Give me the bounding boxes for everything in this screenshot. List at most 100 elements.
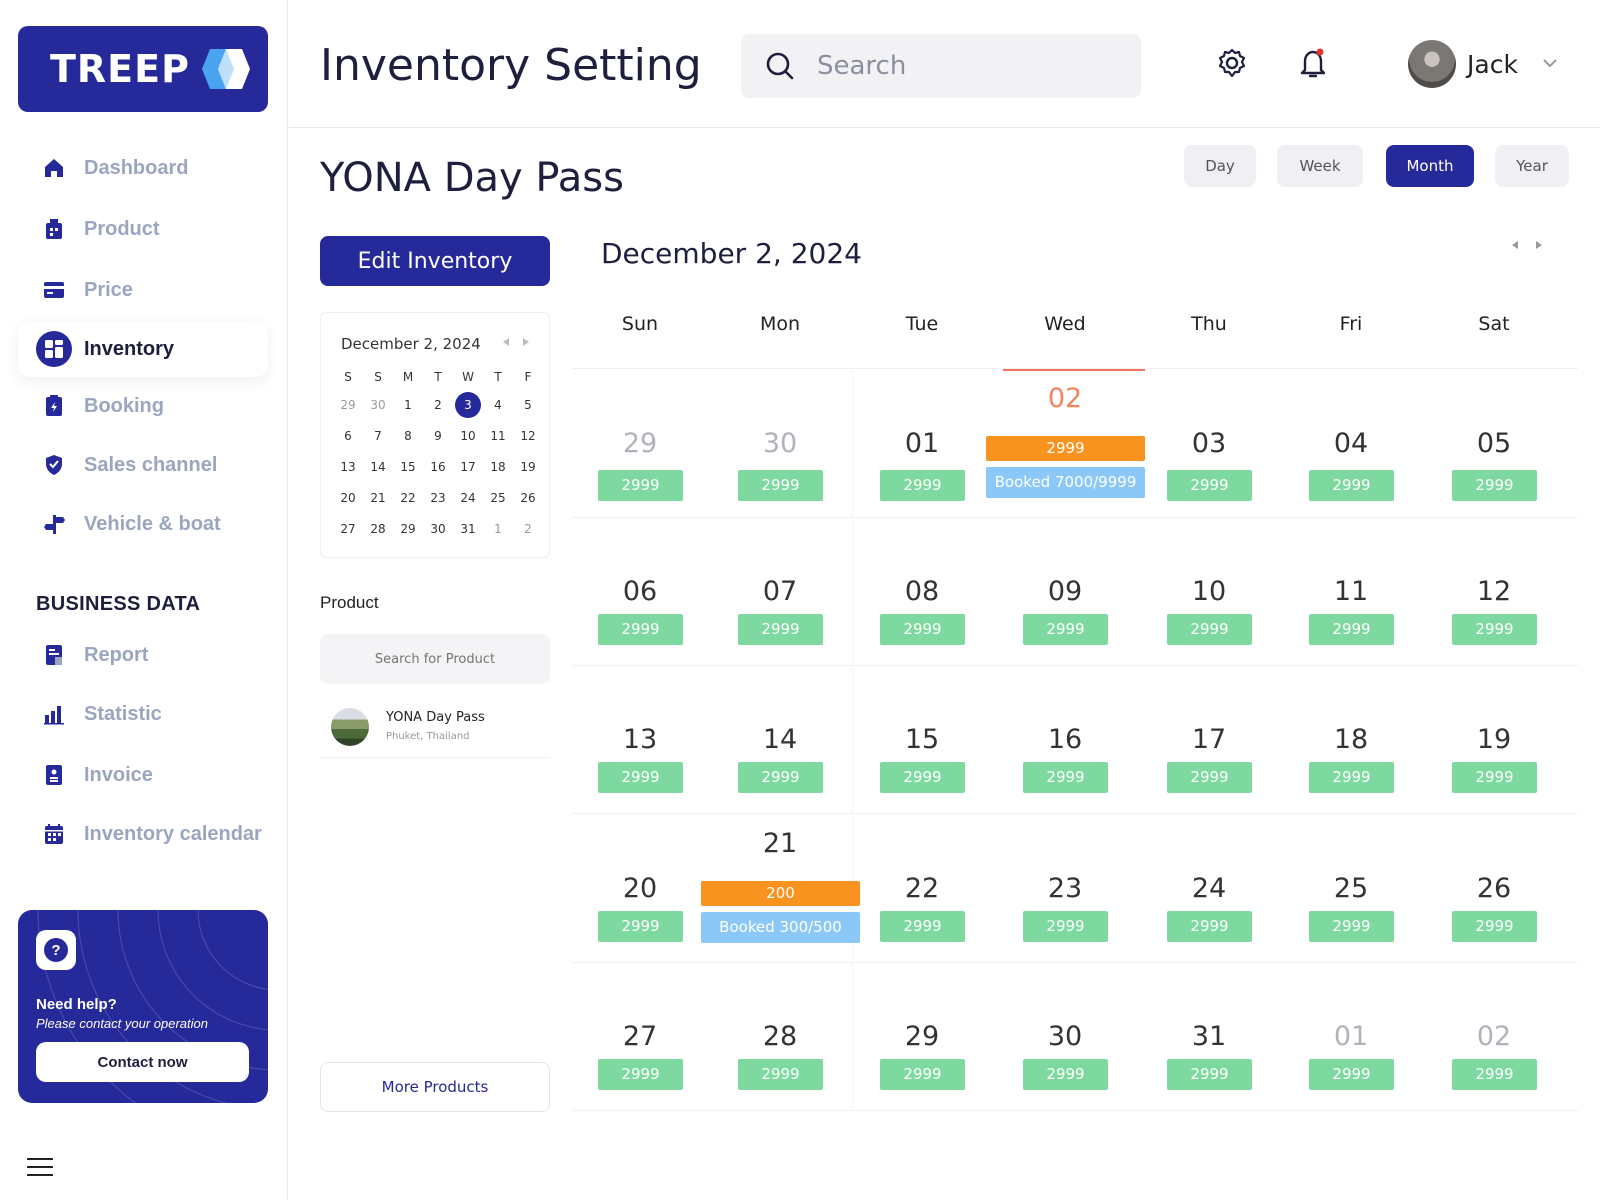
booked-chip[interactable]: Booked 7000/9999	[986, 467, 1145, 498]
sidebar-item-inventory-calendar[interactable]: Inventory calendar	[18, 806, 268, 862]
inventory-chip[interactable]: 2999	[1452, 762, 1537, 793]
calendar-day-number[interactable]: 23	[1047, 873, 1083, 904]
inventory-chip[interactable]: 2999	[1309, 762, 1394, 793]
inventory-chip[interactable]: 2999	[598, 762, 683, 793]
sidebar-item-dashboard[interactable]: Dashboard	[18, 140, 268, 196]
logo[interactable]: TREEP	[18, 26, 268, 112]
calendar-day-number[interactable]: 01	[1333, 1021, 1369, 1052]
inventory-chip[interactable]: 2999	[1167, 1059, 1252, 1090]
inventory-chip[interactable]: 2999	[1309, 614, 1394, 645]
mini-day-cell[interactable]: 27	[340, 521, 356, 536]
mini-day-cell[interactable]: 4	[494, 397, 502, 412]
calendar-prev-icon[interactable]	[1510, 240, 1520, 250]
calendar-day-number[interactable]: 27	[622, 1021, 658, 1052]
calendar-day-number[interactable]: 26	[1476, 873, 1512, 904]
inventory-chip[interactable]: 2999	[880, 911, 965, 942]
inventory-chip[interactable]: 2999	[1452, 1059, 1537, 1090]
booked-chip[interactable]: Booked 300/500	[701, 912, 860, 943]
inventory-chip[interactable]: 2999	[738, 470, 823, 501]
mini-day-cell[interactable]: 12	[520, 428, 536, 443]
chevron-down-icon[interactable]	[1542, 58, 1558, 68]
calendar-day-number[interactable]: 02	[1047, 383, 1083, 414]
calendar-day-number[interactable]: 03	[1191, 428, 1227, 459]
gear-icon[interactable]	[1215, 46, 1249, 80]
calendar-day-number[interactable]: 10	[1191, 576, 1227, 607]
calendar-day-number[interactable]: 21	[762, 828, 798, 859]
mini-day-cell[interactable]: 23	[430, 490, 446, 505]
mini-day-cell[interactable]: 26	[520, 490, 536, 505]
sidebar-item-booking[interactable]: Booking	[18, 378, 268, 434]
calendar-day-number[interactable]: 20	[622, 873, 658, 904]
calendar-day-number[interactable]: 11	[1333, 576, 1369, 607]
mini-day-cell[interactable]: 10	[460, 428, 476, 443]
calendar-day-number[interactable]: 02	[1476, 1021, 1512, 1052]
sidebar-item-report[interactable]: Report	[18, 627, 268, 683]
sidebar-item-invoice[interactable]: Invoice	[18, 747, 268, 803]
inventory-chip[interactable]: 2999	[1167, 614, 1252, 645]
inventory-chip[interactable]: 2999	[1309, 1059, 1394, 1090]
avatar[interactable]	[1408, 40, 1456, 88]
inventory-chip[interactable]: 2999	[880, 614, 965, 645]
calendar-day-number[interactable]: 06	[622, 576, 658, 607]
edit-inventory-button[interactable]: Edit Inventory	[320, 236, 550, 286]
mini-day-cell[interactable]: 29	[340, 397, 356, 412]
calendar-day-number[interactable]: 04	[1333, 428, 1369, 459]
mini-day-cell[interactable]: 5	[524, 397, 532, 412]
user-name[interactable]: Jack	[1467, 50, 1518, 79]
mini-day-cell[interactable]: 31	[460, 521, 476, 536]
mini-day-cell[interactable]: 25	[490, 490, 506, 505]
search-input[interactable]	[817, 51, 1097, 81]
calendar-day-number[interactable]: 24	[1191, 873, 1227, 904]
sidebar-item-statistic[interactable]: Statistic	[18, 686, 268, 742]
inventory-chip[interactable]: 2999	[1167, 762, 1252, 793]
calendar-next-icon[interactable]	[1534, 240, 1544, 250]
inventory-chip[interactable]: 2999	[598, 470, 683, 501]
inventory-chip[interactable]: 2999	[1023, 614, 1108, 645]
mini-day-cell[interactable]: 14	[370, 459, 386, 474]
calendar-day-number[interactable]: 22	[904, 873, 940, 904]
inventory-chip[interactable]: 2999	[1023, 1059, 1108, 1090]
inventory-chip[interactable]: 2999	[1167, 470, 1252, 501]
calendar-day-number[interactable]: 12	[1476, 576, 1512, 607]
calendar-day-number[interactable]: 16	[1047, 724, 1083, 755]
search-bar[interactable]	[741, 34, 1141, 98]
mini-day-cell[interactable]: 2	[524, 521, 532, 536]
contact-now-button[interactable]: Contact now	[36, 1042, 249, 1082]
inventory-chip[interactable]: 2999	[1023, 911, 1108, 942]
inventory-chip[interactable]: 2999	[598, 614, 683, 645]
mini-day-cell[interactable]: 11	[490, 428, 506, 443]
inventory-chip[interactable]: 2999	[1452, 470, 1537, 501]
calendar-day-number[interactable]: 14	[762, 724, 798, 755]
inventory-chip[interactable]: 2999	[1167, 911, 1252, 942]
calendar-day-number[interactable]: 17	[1191, 724, 1227, 755]
inventory-chip[interactable]: 2999	[598, 911, 683, 942]
inventory-chip[interactable]: 2999	[1452, 911, 1537, 942]
inventory-chip[interactable]: 2999	[598, 1059, 683, 1090]
inventory-chip[interactable]: 2999	[738, 614, 823, 645]
product-search-input[interactable]	[320, 634, 550, 684]
mini-day-cell[interactable]: 17	[460, 459, 476, 474]
mini-day-cell[interactable]: 2	[434, 397, 442, 412]
mini-day-cell[interactable]: 13	[340, 459, 356, 474]
mini-day-cell[interactable]: 30	[370, 397, 386, 412]
mini-day-cell[interactable]: 1	[494, 521, 502, 536]
inventory-chip[interactable]: 2999	[880, 1059, 965, 1090]
mini-day-cell[interactable]: 7	[374, 428, 382, 443]
inventory-chip[interactable]: 2999	[880, 470, 965, 501]
view-week-button[interactable]: Week	[1277, 145, 1363, 187]
inventory-chip[interactable]: 2999	[880, 762, 965, 793]
mini-day-cell[interactable]: 16	[430, 459, 446, 474]
sidebar-item-sales-channel[interactable]: Sales channel	[18, 437, 268, 493]
mini-day-cell[interactable]: 18	[490, 459, 506, 474]
mini-day-cell[interactable]: 29	[400, 521, 416, 536]
mini-day-cell[interactable]: 22	[400, 490, 416, 505]
view-day-button[interactable]: Day	[1184, 145, 1256, 187]
prev-month-icon[interactable]	[501, 337, 511, 347]
calendar-day-number[interactable]: 15	[904, 724, 940, 755]
calendar-day-number[interactable]: 29	[622, 428, 658, 459]
product-list-item[interactable]: YONA Day Pass Phuket, Thailand	[320, 700, 550, 758]
mini-day-cell[interactable]: 20	[340, 490, 356, 505]
more-products-button[interactable]: More Products	[320, 1062, 550, 1112]
calendar-day-number[interactable]: 30	[762, 428, 798, 459]
mini-day-cell[interactable]: 30	[430, 521, 446, 536]
